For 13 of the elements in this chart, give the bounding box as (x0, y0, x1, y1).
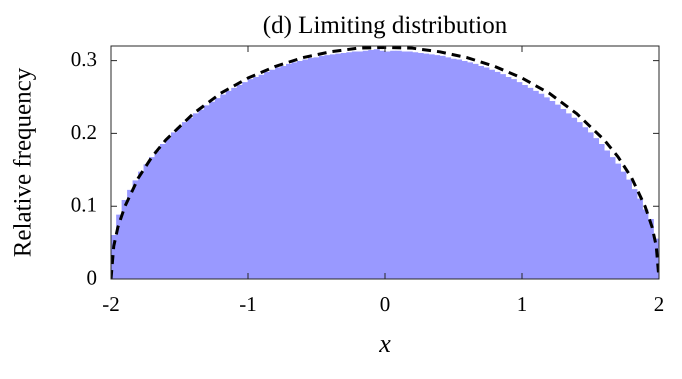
line-series (111, 46, 659, 279)
x-axis-title: x (378, 328, 392, 358)
x-tick-label: -1 (239, 292, 257, 316)
x-tick-label: 1 (516, 292, 528, 316)
chart-title: (d) Limiting distribution (262, 12, 508, 39)
x-tick-label: 0 (380, 292, 390, 316)
y-tick-label: 0.3 (70, 47, 97, 72)
y-tick-label: 0 (86, 266, 97, 290)
x-tick-label: -2 (102, 292, 120, 316)
y-axis-title: Relative frequency (10, 67, 37, 258)
y-tick-label: 0.1 (70, 192, 97, 217)
x-tick-label: 2 (654, 292, 664, 316)
y-tick-label: 0.2 (70, 120, 97, 144)
